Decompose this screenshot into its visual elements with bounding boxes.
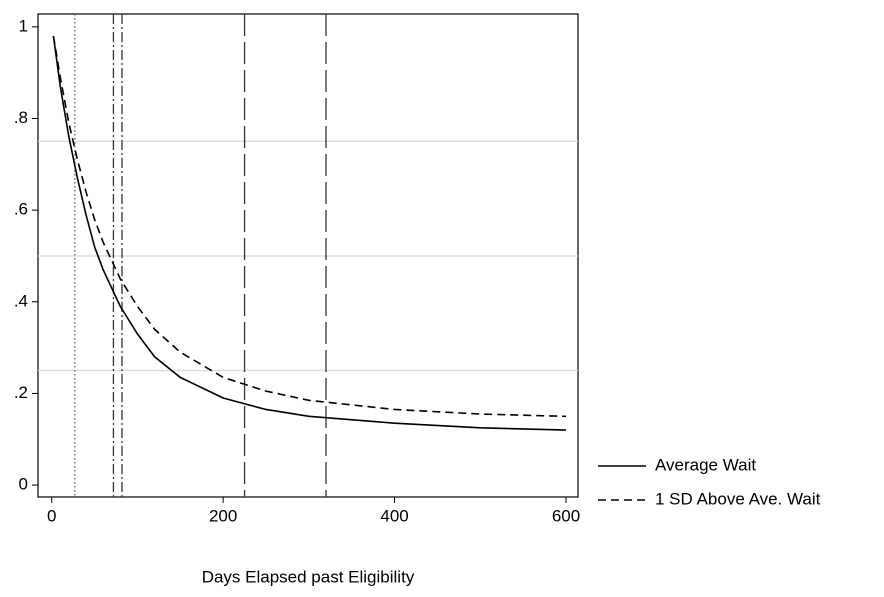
y-tick-label: .2 [14,383,28,402]
y-tick-label: 0 [19,475,28,494]
legend-label: 1 SD Above Ave. Wait [655,489,821,508]
y-tick-label: .8 [14,108,28,127]
y-tick-label: .4 [14,291,28,310]
series-line [52,35,567,431]
x-tick-label: 200 [209,506,237,525]
x-tick-label: 600 [552,506,580,525]
series-line [52,35,567,418]
x-tick-label: 0 [47,506,56,525]
x-axis-title: Days Elapsed past Eligibility [202,567,415,586]
y-tick-label: 1 [19,16,28,35]
x-tick-label: 400 [380,506,408,525]
legend-label: Average Wait [655,455,756,474]
y-tick-label: .6 [14,200,28,219]
